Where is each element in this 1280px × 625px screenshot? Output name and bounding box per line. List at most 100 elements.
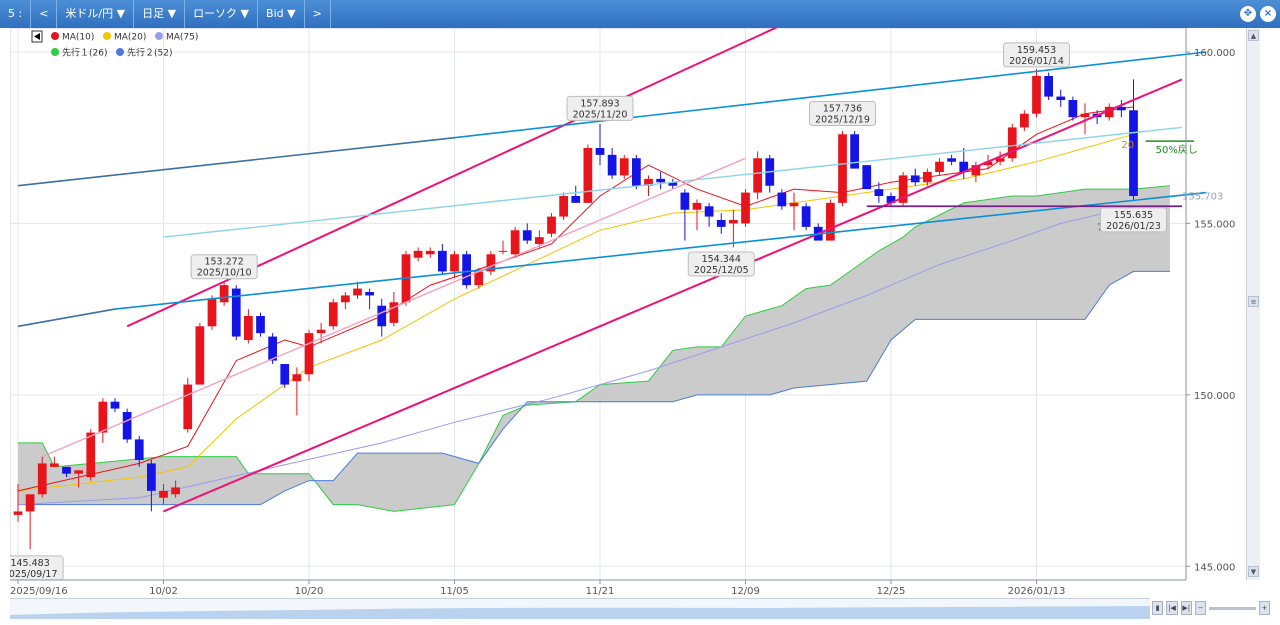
chart-area[interactable]: 50%戻し2075155.703145.4832025/09/17153.272… [0, 0, 1260, 598]
candle [13, 484, 23, 522]
candle [571, 185, 581, 203]
candle-body [862, 165, 872, 190]
candlestick-chart[interactable]: 50%戻し2075155.703145.4832025/09/17153.272… [0, 0, 1260, 598]
trendline-channel [163, 78, 1183, 513]
candle-body [268, 336, 277, 361]
legend-label: MA(75) [166, 33, 198, 43]
legend-item[interactable]: 先行２(52) [116, 47, 172, 59]
range-navigator[interactable] [10, 598, 1150, 619]
next-symbol-button[interactable]: > [305, 0, 331, 28]
candle-body [341, 295, 350, 303]
candle [1044, 72, 1053, 100]
candle-body [632, 158, 641, 186]
candle-body [462, 254, 471, 286]
candle-body [438, 250, 447, 272]
symbol-select[interactable]: 米ドル/円 ▼ [57, 0, 135, 28]
trendline-support [114, 191, 1207, 310]
nav-last-icon[interactable]: ▶| [1180, 601, 1192, 615]
legend-swatch [51, 48, 59, 56]
candle-body [886, 196, 896, 203]
candle-body [1032, 76, 1041, 114]
zoom-in-icon[interactable]: + [1258, 601, 1270, 615]
candle [280, 364, 290, 388]
price-callout-price: 155.635 [1114, 210, 1153, 221]
window-buttons: ✥ × [1240, 6, 1276, 22]
candle-body [25, 494, 35, 512]
legend-item[interactable]: MA(20) [103, 32, 146, 43]
scroll-down-icon[interactable]: ▼ [1248, 566, 1259, 577]
candle [389, 292, 399, 327]
candle [898, 172, 908, 207]
candle-body [122, 412, 132, 440]
chart-type-select[interactable]: ローソク ▼ [185, 0, 259, 28]
prev-symbol-button[interactable]: < [31, 0, 58, 28]
candle-body [328, 302, 338, 327]
candle-body [486, 254, 496, 272]
candle-body [498, 250, 508, 252]
trendline-light [163, 126, 1183, 238]
candle-body [716, 220, 726, 227]
candle-body [1044, 76, 1053, 97]
candle [959, 148, 969, 179]
candle-body [898, 175, 908, 203]
candle-body [244, 316, 253, 340]
move-icon[interactable]: ✥ [1240, 6, 1256, 22]
legend-item[interactable]: MA(10) [51, 32, 94, 43]
candle-body [474, 271, 484, 286]
candle-body [62, 466, 71, 474]
price-callout-price: 157.893 [580, 98, 619, 109]
candle [547, 213, 556, 238]
candle [256, 312, 265, 337]
candle-body [971, 165, 981, 176]
close-icon[interactable]: × [1260, 6, 1276, 22]
candle [413, 247, 423, 262]
candle-body [195, 326, 205, 385]
price-callout-box [809, 100, 876, 126]
candle [595, 124, 605, 166]
x-tick-label: 11/21 [586, 586, 615, 597]
nav-range-handle-icon[interactable]: ▮ [1152, 601, 1164, 615]
chart-annotation: 155.703 [1182, 191, 1223, 202]
candle-body [935, 161, 944, 172]
legend-swatch [51, 32, 59, 40]
scroll-up-icon[interactable]: ▲ [1248, 30, 1259, 41]
trendline-resistance [17, 136, 455, 187]
legend-toggle-button[interactable] [31, 30, 43, 43]
zoom-slider[interactable] [1209, 606, 1256, 610]
candle [365, 288, 374, 310]
price-type-select[interactable]: Bid ▼ [258, 0, 305, 28]
candle-body [595, 148, 605, 155]
nav-first-icon[interactable]: |◀ [1166, 601, 1178, 615]
candle [668, 178, 678, 190]
candle-body [86, 432, 96, 478]
candle-body [280, 364, 290, 385]
candle [171, 480, 180, 498]
vertical-scrollbar[interactable]: ▲ ≡ ▼ [1246, 28, 1260, 580]
candle-body [559, 196, 568, 217]
candle [50, 456, 59, 467]
candle [159, 484, 168, 505]
scroll-grip-icon[interactable]: ≡ [1248, 296, 1259, 307]
zoom-out-icon[interactable]: − [1194, 601, 1207, 615]
candle [341, 292, 350, 310]
x-tick-label: 10/02 [149, 586, 178, 597]
price-callout-box [1003, 42, 1070, 68]
candle-body [231, 288, 241, 337]
candle-body [789, 202, 799, 207]
legend-label: 先行２(52) [127, 47, 172, 59]
candle [923, 168, 932, 186]
price-callout-price: 157.736 [823, 103, 862, 114]
candle [147, 460, 156, 512]
timeframe-select[interactable]: 日足 ▼ [134, 0, 186, 28]
candle-body [826, 202, 835, 241]
candle [935, 158, 944, 176]
legend-item[interactable]: 先行１(26) [51, 47, 107, 59]
legend-item[interactable]: MA(75) [155, 32, 198, 43]
candle [583, 144, 593, 203]
indicator-legend: MA(10) MA(20) MA(75) 先行１(26) 先行２(52) [31, 30, 198, 59]
candle-body [910, 175, 920, 183]
ichimoku-cloud [18, 185, 1170, 512]
candle [692, 199, 702, 231]
